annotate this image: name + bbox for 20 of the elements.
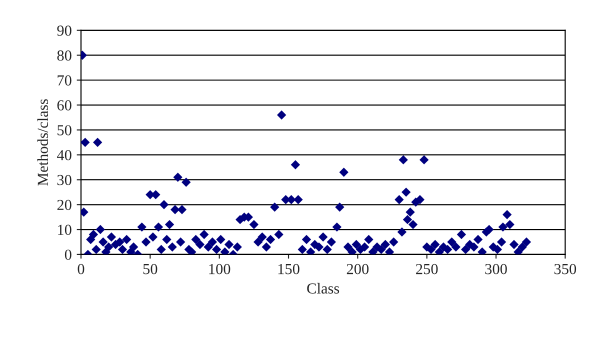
y-tick-label: 80	[57, 50, 72, 61]
x-axis-title: Class	[307, 282, 340, 294]
x-tick-label: 200	[346, 264, 369, 274]
y-tick-label: 70	[58, 75, 72, 86]
y-tick-label: 0	[64, 250, 72, 260]
y-tick-label: 20	[57, 200, 72, 210]
y-tick-label: 40	[56, 150, 72, 160]
y-tick-label: 50	[58, 125, 72, 136]
y-tick-label: 90	[57, 25, 72, 36]
x-tick-label: 300	[485, 264, 507, 274]
x-tick-label: 350	[554, 264, 576, 274]
x-tick-label: 250	[416, 264, 438, 274]
y-axis-title: Methods/class	[37, 99, 48, 186]
x-tick-label: 50	[143, 264, 158, 274]
y-tick-label: 60	[57, 100, 72, 110]
x-tick-label: 150	[278, 264, 300, 274]
x-tick-label: 0	[78, 264, 84, 274]
y-tick-label: 10	[58, 224, 72, 235]
y-tick-label: 30	[57, 174, 72, 186]
x-tick-label: 100	[209, 264, 230, 274]
